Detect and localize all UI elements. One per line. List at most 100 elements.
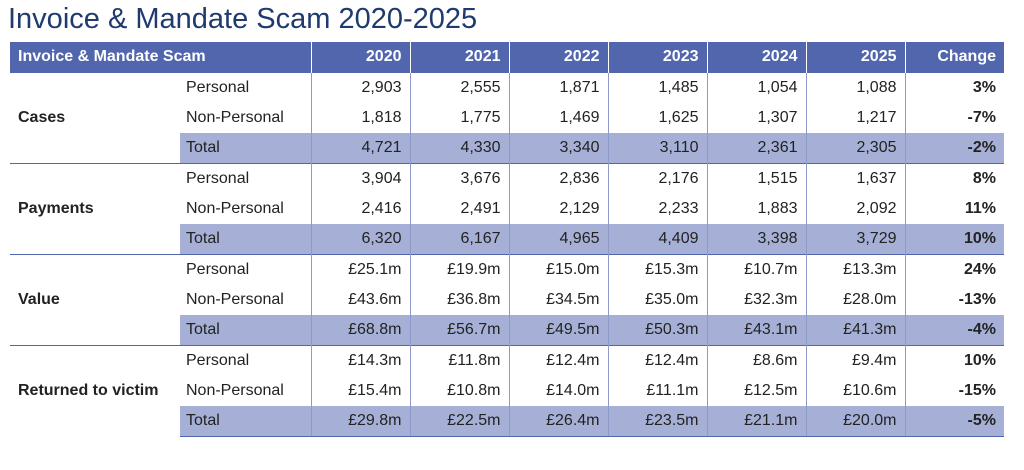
value-cell: 2,836 (508, 163, 608, 194)
value-cell: £15.3m (607, 254, 707, 285)
value-cell: £19.9m (409, 254, 509, 285)
change-cell: -15% (904, 376, 1004, 406)
value-cell: £13.3m (805, 254, 905, 285)
value-cell: 3,340 (508, 133, 608, 164)
value-cell: £26.4m (508, 406, 608, 437)
value-cell: £43.1m (706, 315, 806, 346)
value-cell: 2,903 (310, 72, 410, 103)
row-label: Total (180, 315, 311, 346)
row-label: Personal (180, 345, 311, 376)
change-cell: 10% (904, 224, 1004, 255)
value-cell: 1,818 (310, 103, 410, 133)
value-cell: £29.8m (310, 406, 410, 437)
value-cell: 2,129 (508, 194, 608, 224)
row-label: Personal (180, 254, 311, 285)
value-cell: 1,088 (805, 72, 905, 103)
value-cell: £41.3m (805, 315, 905, 346)
value-cell: 1,515 (706, 163, 806, 194)
group-label-cases: Cases (10, 72, 180, 164)
value-cell: 1,883 (706, 194, 806, 224)
change-cell: -2% (904, 133, 1004, 164)
value-cell: £49.5m (508, 315, 608, 346)
value-cell: £28.0m (805, 285, 905, 315)
page-title: Invoice & Mandate Scam 2020-2025 (8, 3, 478, 35)
group-label-value: Value (10, 254, 180, 346)
table-row: Value Personal £25.1m £19.9m £15.0m £15.3m £10… (10, 254, 1004, 346)
header-label: Invoice & Mandate Scam (10, 42, 311, 73)
value-cell: £21.1m (706, 406, 806, 437)
change-cell: 8% (904, 163, 1004, 194)
value-cell: 2,233 (607, 194, 707, 224)
row-label: Total (180, 133, 311, 164)
value-cell: 1,485 (607, 72, 707, 103)
value-cell: 4,965 (508, 224, 608, 255)
value-cell: 1,625 (607, 103, 707, 133)
change-cell: 24% (904, 254, 1004, 285)
group-label-returned-to-victim: Returned to victim (10, 345, 180, 437)
header-change: Change (904, 42, 1004, 73)
value-cell: 2,305 (805, 133, 905, 164)
value-cell: 3,398 (706, 224, 806, 255)
value-cell: 2,491 (409, 194, 509, 224)
value-cell: £10.8m (409, 376, 509, 406)
value-cell: 3,110 (607, 133, 707, 164)
value-cell: £25.1m (310, 254, 410, 285)
row-label: Personal (180, 72, 311, 103)
table-row: Returned to victim Personal £14.3m £11.8m £1… (10, 345, 1004, 437)
header-year: 2020 (310, 42, 410, 73)
change-cell: -13% (904, 285, 1004, 315)
table-row: Payments Personal 3,904 3,676 2,836 2,176 1,51… (10, 163, 1004, 255)
change-cell: -7% (904, 103, 1004, 133)
value-cell: £35.0m (607, 285, 707, 315)
value-cell: 1,307 (706, 103, 806, 133)
value-cell: 1,871 (508, 72, 608, 103)
value-cell: £12.4m (508, 345, 608, 376)
row-label: Non-Personal (186, 382, 284, 399)
table-row: Non-Personal 1,818 1,775 1,469 1,625 1,307 1,2… (10, 103, 1004, 133)
value-cell: 4,721 (310, 133, 410, 164)
value-cell: £10.7m (706, 254, 806, 285)
table-row: Non-Personal £15.4m £10.8m £14.0m £11.1m £12.… (10, 376, 1004, 406)
value-cell: £11.8m (409, 345, 509, 376)
change-cell: 11% (904, 194, 1004, 224)
value-cell: £50.3m (607, 315, 707, 346)
group-label-payments: Payments (10, 163, 180, 255)
value-cell: 2,092 (805, 194, 905, 224)
header-year: 2025 (805, 42, 905, 73)
value-cell: £32.3m (706, 285, 806, 315)
value-cell: 3,676 (409, 163, 509, 194)
change-cell: 3% (904, 72, 1004, 103)
table-row: Total £68.8m £56.7m £49.5m £50.3m £43.1m £41.3… (10, 315, 1004, 346)
table-row: Non-Personal £43.6m £36.8m £34.5m £35.0m £32.… (10, 285, 1004, 315)
value-cell: £68.8m (310, 315, 410, 346)
row-label: Total (180, 224, 311, 255)
value-cell: £14.3m (310, 345, 410, 376)
table-row: Total £29.8m £22.5m £26.4m £23.5m £21.1m £20.0… (10, 406, 1004, 437)
value-cell: 4,409 (607, 224, 707, 255)
change-cell: -5% (904, 406, 1004, 437)
value-cell: 1,775 (409, 103, 509, 133)
value-cell: £34.5m (508, 285, 608, 315)
table-row: Total 4,721 4,330 3,340 3,110 2,361 2,305 -2% (10, 133, 1004, 164)
table-row: Cases Personal 2,903 2,555 1,871 1,485 1,054 1,… (10, 72, 1004, 164)
value-cell: £9.4m (805, 345, 905, 376)
value-cell: £12.4m (607, 345, 707, 376)
value-cell: 4,330 (409, 133, 509, 164)
value-cell: 3,729 (805, 224, 905, 255)
value-cell: £10.6m (805, 376, 905, 406)
value-cell: 1,469 (508, 103, 608, 133)
scam-data-table: Invoice & Mandate Scam 2020 2021 2022 20… (10, 42, 1004, 437)
value-cell: £11.1m (607, 376, 707, 406)
value-cell: 1,054 (706, 72, 806, 103)
header-year: 2022 (508, 42, 608, 73)
header-year: 2021 (409, 42, 509, 73)
row-label: Non-Personal (186, 291, 284, 308)
value-cell: 2,416 (310, 194, 410, 224)
header-year: 2023 (607, 42, 707, 73)
value-cell: 1,637 (805, 163, 905, 194)
value-cell: £12.5m (706, 376, 806, 406)
value-cell: £23.5m (607, 406, 707, 437)
value-cell: £36.8m (409, 285, 509, 315)
value-cell: 6,167 (409, 224, 509, 255)
row-label: Non-Personal (186, 109, 284, 126)
